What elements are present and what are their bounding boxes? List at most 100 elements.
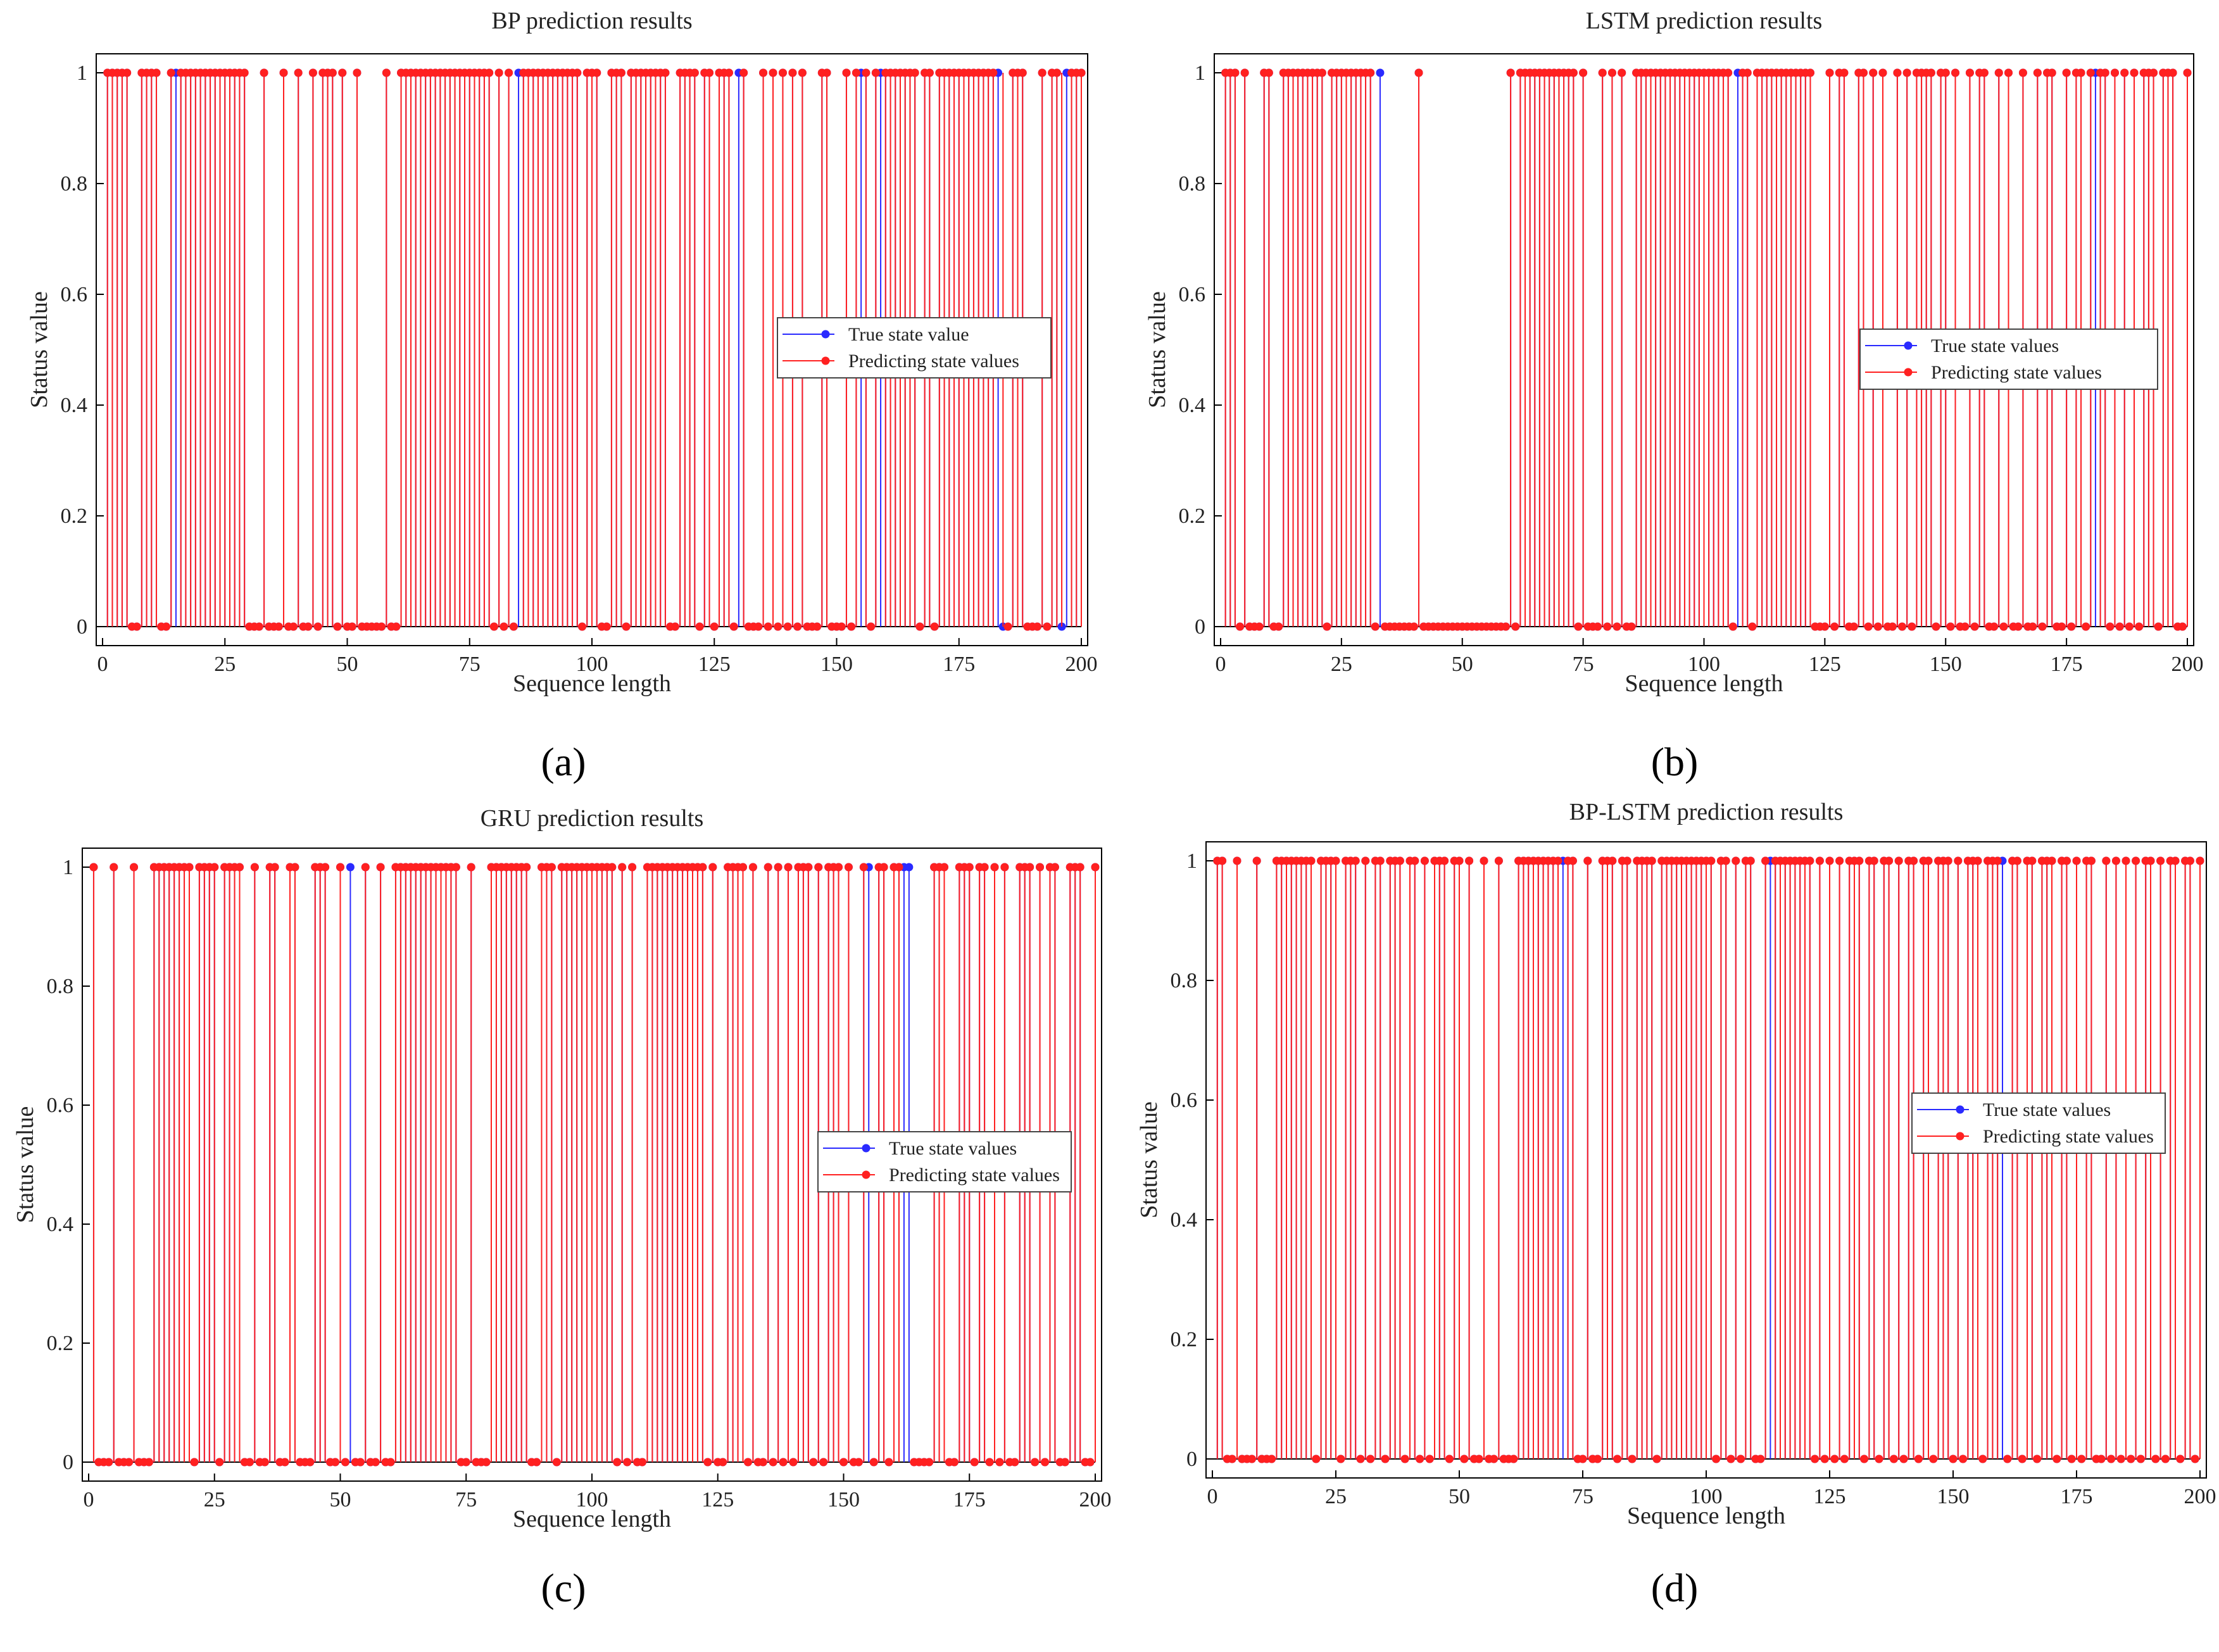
predicted-marker xyxy=(386,1458,395,1467)
predicted-marker xyxy=(1274,622,1283,631)
predicted-marker xyxy=(313,622,322,631)
predicted-marker xyxy=(1594,622,1602,631)
x-tick-label: 200 xyxy=(1079,1488,1112,1511)
predicted-marker xyxy=(489,622,498,631)
predicted-marker xyxy=(2132,856,2140,865)
y-tick-label: 0.6 xyxy=(1171,1089,1198,1112)
predicted-marker xyxy=(1361,856,1370,865)
predicted-marker xyxy=(578,622,587,631)
legend-marker-true xyxy=(862,1144,871,1153)
predicted-marker xyxy=(854,1458,863,1467)
predicted-marker xyxy=(2161,1455,2170,1463)
predicted-marker xyxy=(593,68,601,77)
predicted-marker xyxy=(2087,856,2096,865)
predicted-marker xyxy=(236,863,244,872)
legend: True state values Predicting state values xyxy=(817,1131,1072,1192)
predicted-marker xyxy=(950,1458,959,1467)
predicted-marker xyxy=(161,622,170,631)
y-tick-label: 0.2 xyxy=(1179,504,1206,528)
predicted-marker xyxy=(260,1458,269,1467)
predicted-marker xyxy=(798,68,807,77)
predicted-marker xyxy=(2057,622,2066,631)
y-tick-label: 1 xyxy=(63,856,73,879)
predicted-marker xyxy=(215,1458,224,1467)
predicted-marker xyxy=(837,622,846,631)
predicted-marker xyxy=(788,68,797,77)
predicted-marker xyxy=(1815,856,1824,865)
predicted-marker xyxy=(1038,68,1047,77)
predicted-marker xyxy=(748,863,757,872)
predicted-marker xyxy=(2110,68,2119,77)
legend: True state value Predicting state values xyxy=(777,317,1052,379)
chart-title: LSTM prediction results xyxy=(1586,8,1823,34)
y-tick-label: 0.6 xyxy=(47,1094,74,1117)
predicted-marker xyxy=(910,68,919,77)
predicted-marker xyxy=(822,68,831,77)
predicted-marker xyxy=(1003,622,1012,631)
predicted-marker xyxy=(1811,1455,1820,1463)
predicted-marker xyxy=(2067,1455,2076,1463)
predicted-marker xyxy=(294,68,303,77)
predicted-marker xyxy=(1761,856,1770,865)
predicted-marker xyxy=(1231,68,1240,77)
predicted-marker xyxy=(547,863,556,872)
predicted-marker xyxy=(348,622,356,631)
predicted-marker xyxy=(690,68,699,77)
predicted-marker xyxy=(1965,68,1974,77)
x-tick-label: 100 xyxy=(1688,653,1720,676)
predicted-marker xyxy=(2028,622,2037,631)
chart-panel-3: GRU prediction results 0 0.2 0.4 0.6 0.8 1 0 25 5… xyxy=(12,805,1112,1610)
predicted-marker xyxy=(1647,856,1656,865)
x-tick-label: 50 xyxy=(1452,653,1473,676)
predicted-marker xyxy=(1898,622,1907,631)
x-tick-label: 0 xyxy=(84,1488,94,1511)
x-tick-label: 175 xyxy=(2051,653,2083,676)
legend-entry-predicted: Predicting state values xyxy=(1983,1126,2154,1147)
x-tick-label: 150 xyxy=(820,653,853,676)
predicted-marker xyxy=(989,68,998,77)
predicted-marker xyxy=(1593,1455,1602,1463)
predicted-marker xyxy=(371,1458,380,1467)
predicted-marker xyxy=(1929,1455,1938,1463)
y-tick-label: 0.8 xyxy=(47,975,74,998)
y-tick-label: 0 xyxy=(1186,1448,1197,1471)
x-tick-label: 0 xyxy=(97,653,108,676)
legend-box xyxy=(1911,1092,2166,1154)
predicted-marker xyxy=(1893,68,1902,77)
predicted-marker xyxy=(1743,68,1752,77)
predicted-marker xyxy=(1612,622,1621,631)
predicted-marker xyxy=(2082,622,2090,631)
predicted-marker xyxy=(1336,1455,1345,1463)
x-tick-label: 175 xyxy=(2061,1485,2093,1508)
predicted-marker xyxy=(1825,68,1834,77)
predicted-marker xyxy=(623,1458,632,1467)
predicted-marker xyxy=(451,863,460,872)
predicted-marker xyxy=(1494,856,1503,865)
predicted-marker xyxy=(1756,1455,1765,1463)
predicted-marker xyxy=(1909,856,1918,865)
predicted-marker xyxy=(104,1458,113,1467)
predicted-marker xyxy=(813,622,822,631)
predicted-marker xyxy=(152,68,161,77)
predicted-marker xyxy=(719,1458,727,1467)
predicted-marker xyxy=(485,68,494,77)
predicted-marker xyxy=(1376,856,1385,865)
predicted-marker xyxy=(125,1458,134,1467)
predicted-marker xyxy=(859,863,868,872)
predicted-marker xyxy=(1990,622,1999,631)
predicted-marker xyxy=(847,622,856,631)
predicted-marker xyxy=(338,68,347,77)
predicted-marker xyxy=(321,863,330,872)
predicted-marker xyxy=(1033,622,1041,631)
predicted-marker xyxy=(376,863,385,872)
predicted-marker xyxy=(1924,856,1933,865)
predicted-marker xyxy=(210,863,219,872)
predicted-marker xyxy=(1052,68,1061,77)
predicted-marker xyxy=(1746,856,1755,865)
chart-title: GRU prediction results xyxy=(481,805,704,832)
predicted-marker xyxy=(522,863,531,872)
predicted-marker xyxy=(462,1458,470,1467)
y-tick-label: 1 xyxy=(77,61,87,85)
predicted-marker xyxy=(1820,622,1829,631)
